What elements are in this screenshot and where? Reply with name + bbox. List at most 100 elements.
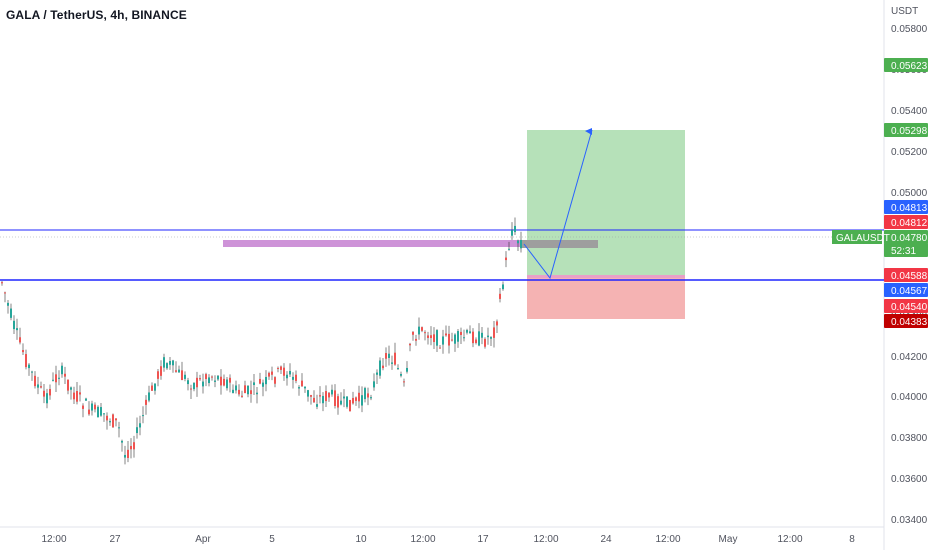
- candle-body: [139, 423, 141, 428]
- profit-zone[interactable]: [527, 130, 685, 275]
- candle-body: [361, 395, 363, 406]
- candle-body: [241, 395, 243, 397]
- candle-body: [40, 386, 42, 388]
- price-label-badge: [884, 230, 928, 244]
- candle-body: [211, 376, 213, 378]
- candle-body: [331, 389, 333, 395]
- candle-body: [127, 449, 129, 458]
- candle-body: [271, 371, 273, 375]
- candle-body: [370, 397, 372, 399]
- candle-body: [28, 364, 30, 369]
- candle-body: [358, 392, 360, 402]
- candle-body: [379, 360, 381, 376]
- candle-body: [262, 382, 264, 387]
- candle-body: [445, 333, 447, 336]
- candle-body: [64, 373, 66, 377]
- candle-body: [412, 331, 414, 335]
- candle-body: [340, 400, 342, 405]
- candle-body: [181, 370, 183, 380]
- candle-body: [136, 427, 138, 434]
- price-label-text: 0.04567: [891, 286, 928, 297]
- candle-body: [88, 409, 90, 415]
- candle-body: [283, 367, 285, 376]
- candle-body: [280, 366, 282, 370]
- candle-body: [7, 302, 9, 306]
- time-axis[interactable]: 12:00 27 Apr 5 10 12:00 17 12:00 24 12:00 May 12:00…: [41, 534, 855, 545]
- candle-body: [106, 415, 108, 421]
- candle-body: [334, 390, 336, 406]
- candle-body: [418, 326, 420, 335]
- candle-body: [475, 339, 477, 343]
- price-label-badge: [884, 123, 928, 137]
- price-tick-label: 0.05800: [891, 24, 928, 35]
- price-label-badge: [884, 299, 928, 313]
- candle-body: [97, 406, 99, 418]
- candle-body: [199, 378, 201, 380]
- candle-body: [91, 403, 93, 411]
- candle-body: [256, 392, 258, 395]
- candle-body: [10, 308, 12, 318]
- candle-body: [520, 239, 522, 249]
- price-tick-label: 0.03800: [891, 433, 928, 444]
- candle-body: [235, 385, 237, 391]
- candle-body: [43, 390, 45, 397]
- candle-body: [220, 376, 222, 386]
- candle-body: [451, 339, 453, 341]
- candle-body: [259, 378, 261, 384]
- candle-body: [382, 365, 384, 369]
- price-tick-label: 0.05200: [891, 147, 928, 158]
- candle-body: [286, 374, 288, 379]
- candle-body: [457, 331, 459, 342]
- candle-body: [55, 374, 57, 383]
- candle-body: [73, 392, 75, 400]
- candle-body: [178, 369, 180, 373]
- candle-body: [250, 390, 252, 395]
- time-tick-label: 17: [477, 534, 489, 545]
- supply-zone[interactable]: [223, 240, 521, 247]
- time-tick-label: 8: [849, 534, 855, 545]
- symbol-tag: [832, 230, 882, 244]
- candle-body: [337, 396, 339, 408]
- candle-body: [109, 421, 111, 423]
- candle-body: [121, 440, 123, 443]
- candle-body: [16, 328, 18, 331]
- candle-body: [385, 353, 387, 359]
- candle-body: [67, 379, 69, 391]
- candle-body: [19, 337, 21, 343]
- candle-body: [70, 387, 72, 390]
- candle-body: [94, 404, 96, 410]
- projection-path[interactable]: [523, 129, 593, 280]
- symbol-title: GALA / TetherUS, 4h, BINANCE: [6, 8, 187, 22]
- candle-body: [82, 405, 84, 409]
- candle-body: [409, 343, 411, 346]
- price-label-text: 52:31: [891, 246, 916, 257]
- candle-body: [319, 395, 321, 397]
- candle-body: [376, 372, 378, 375]
- candle-body: [196, 377, 198, 388]
- candle-body: [253, 382, 255, 386]
- candle-body: [205, 374, 207, 380]
- candle-body: [508, 248, 510, 250]
- candle-body: [481, 332, 483, 338]
- candle-body: [232, 389, 234, 394]
- candle-body: [403, 381, 405, 383]
- candle-body: [499, 293, 501, 299]
- candle-body: [4, 292, 6, 294]
- candle-body: [100, 407, 102, 416]
- candle-body: [322, 395, 324, 404]
- candle-body: [292, 376, 294, 380]
- price-label-text: 0.04780: [891, 233, 928, 244]
- loss-zone[interactable]: [527, 277, 685, 319]
- time-tick-label: Apr: [195, 534, 211, 545]
- candle-body: [289, 371, 291, 375]
- candle-body: [310, 395, 312, 397]
- candle-body: [367, 393, 369, 398]
- candle-body: [442, 336, 444, 345]
- price-labels: 0.05623 0.05298 0.04813 0.04812 0.04780 52:31…: [832, 58, 928, 328]
- price-label-text: 0.04588: [891, 271, 928, 282]
- candle-body: [484, 338, 486, 347]
- candle-body: [355, 397, 357, 401]
- candle-body: [433, 334, 435, 342]
- candle-body: [76, 391, 78, 402]
